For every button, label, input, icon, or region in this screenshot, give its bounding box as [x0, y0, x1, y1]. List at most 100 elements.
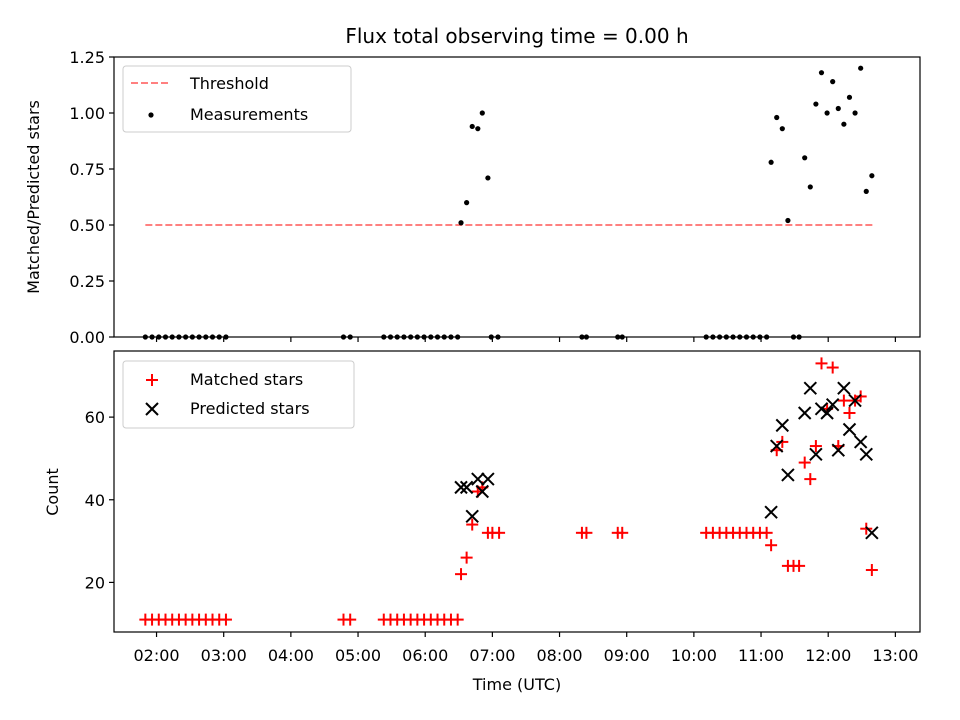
x-tick-label: 04:00 — [268, 646, 314, 665]
matched-star-point — [837, 394, 850, 407]
ratio-plot-frame — [113, 56, 921, 338]
ratio-y-tick-label: 0.25 — [69, 272, 105, 291]
measurement-point — [824, 110, 830, 116]
measurement-point — [475, 126, 481, 132]
x-tick-label: 05:00 — [335, 646, 381, 665]
matched-star-point — [854, 390, 867, 403]
predicted-star-point — [853, 435, 868, 449]
x-tick-label: 08:00 — [536, 646, 582, 665]
legend-threshold-label: Threshold — [189, 74, 269, 93]
legend-measurements-swatch — [148, 112, 154, 118]
matched-star-point — [815, 357, 828, 370]
matched-star-point — [865, 564, 878, 577]
predicted-star-point — [764, 505, 778, 519]
matched-star-point — [455, 568, 468, 581]
measurement-point — [785, 217, 791, 224]
measurement-point — [458, 220, 464, 226]
predicted-star-point — [848, 393, 862, 408]
ratio-legend-box — [122, 65, 352, 133]
matched-star-point — [493, 526, 506, 539]
count-legend: Matched stars Predicted stars — [122, 360, 355, 429]
predicted-star-point — [820, 406, 834, 420]
chart-title: Flux total observing time = 0.00 h — [345, 24, 688, 48]
matched-star-point — [344, 613, 357, 626]
ratio-y-tick-label: 0.75 — [69, 160, 105, 179]
matched-star-point — [843, 406, 856, 419]
ratio-y-ticks: 0.00 0.25 0.50 0.75 1.00 1.25 — [69, 48, 114, 347]
matched-star-point — [776, 435, 789, 448]
matched-star-point — [826, 361, 839, 374]
predicted-star-point — [465, 509, 479, 524]
ratio-x-ticks — [155, 337, 896, 342]
predicted-star-point — [859, 447, 873, 462]
x-tick-label: 09:00 — [604, 646, 650, 665]
matched-star-point — [804, 473, 817, 486]
x-tick-label: 06:00 — [402, 646, 448, 665]
ratio-y-tick-label: 1.25 — [69, 48, 105, 67]
matched-star-point — [860, 522, 873, 535]
measurement-point — [469, 123, 475, 130]
measurement-point — [479, 110, 485, 116]
predicted-star-point — [842, 422, 857, 437]
x-tick-label: 13:00 — [872, 646, 918, 665]
predicted-star-point — [797, 406, 812, 420]
count-plot-frame — [113, 350, 921, 633]
count-y-tick-label: 60 — [85, 408, 105, 427]
count-y-tick-label: 40 — [85, 491, 105, 510]
x-tick-label: 07:00 — [469, 646, 515, 665]
count-y-tick-label: 20 — [85, 573, 105, 592]
predicted-star-point — [837, 381, 851, 395]
matched-star-point — [580, 526, 593, 539]
predicted-star-point — [814, 402, 829, 416]
measurement-point — [464, 200, 470, 206]
measurement-point — [768, 159, 774, 165]
matched-star-point — [760, 526, 773, 539]
predicted-star-point — [459, 480, 474, 495]
ratio-panel: 0.00 0.25 0.50 0.75 1.00 1.25 Matched/Predict… — [24, 48, 921, 347]
measurement-point — [841, 121, 847, 127]
measurement-point — [869, 173, 875, 179]
measurement-point — [852, 110, 858, 116]
matched-star-point — [809, 440, 822, 453]
predicted-star-point — [865, 526, 879, 540]
x-axis-label: Time (UTC) — [472, 675, 561, 694]
legend-matched-swatch — [146, 374, 158, 386]
count-marks — [139, 357, 879, 626]
matched-star-point — [798, 456, 811, 469]
measurement-point — [807, 184, 813, 190]
predicted-star-point — [481, 472, 495, 486]
ratio-y-tick-label: 0.50 — [69, 216, 105, 235]
legend-predicted-label: Predicted stars — [190, 399, 310, 418]
measurement-point — [858, 65, 864, 71]
predicted-star-point — [803, 381, 818, 395]
ratio-y-tick-label: 1.00 — [69, 104, 105, 123]
ratio-y-axis-label: Matched/Predicted stars — [24, 100, 43, 294]
count-y-axis-label: Count — [43, 468, 62, 516]
predicted-star-point — [809, 447, 823, 462]
predicted-star-point — [775, 418, 790, 433]
measurement-point — [818, 70, 825, 76]
predicted-star-point — [781, 468, 795, 482]
matched-star-point — [765, 539, 778, 552]
predicted-star-point — [825, 398, 840, 412]
matched-star-point — [616, 526, 629, 539]
count-legend-box — [122, 360, 355, 429]
ratio-legend: Threshold Measurements — [122, 65, 352, 133]
measurement-point — [485, 175, 491, 181]
matched-star-point — [460, 551, 473, 564]
predicted-star-point — [475, 484, 490, 499]
matched-star-point — [451, 613, 464, 626]
measurement-point — [779, 126, 785, 132]
measurement-point — [830, 79, 836, 85]
measurement-point — [774, 114, 780, 121]
measurement-point — [802, 155, 808, 161]
predicted-star-point — [454, 480, 468, 495]
ratio-y-tick-label: 0.00 — [69, 328, 105, 347]
count-y-ticks: 20 40 60 — [85, 408, 114, 592]
x-tick-label: 02:00 — [133, 646, 179, 665]
x-tick-label: 12:00 — [805, 646, 851, 665]
legend-matched-label: Matched stars — [190, 370, 303, 389]
predicted-star-point — [831, 443, 845, 457]
legend-predicted-swatch — [145, 402, 159, 416]
